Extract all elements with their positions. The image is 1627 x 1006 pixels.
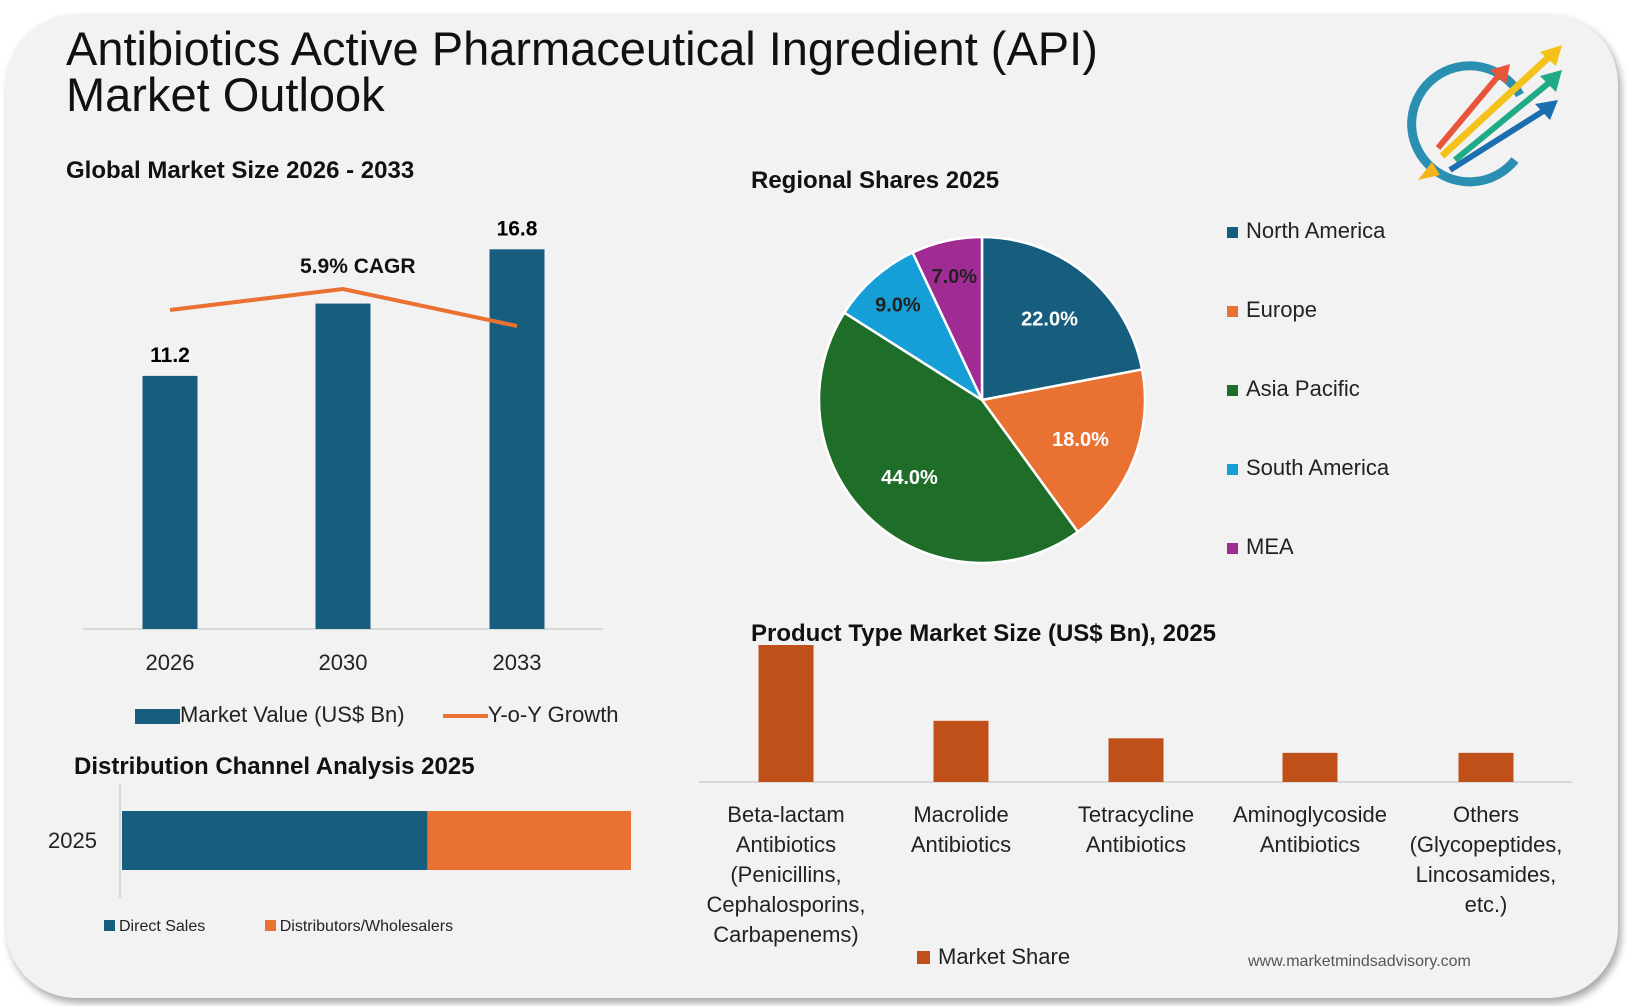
pie-label-north-america: 22.0% [1021, 308, 1078, 330]
x-tick-line: Carbapenems) [713, 922, 859, 947]
x-tick-line: Beta-lactam [727, 802, 845, 827]
pie-label-south-america: 9.0% [875, 295, 921, 317]
bar-2030 [315, 303, 371, 629]
website-label[interactable]: www.marketmindsadvisory.com [1248, 953, 1471, 970]
legend-label-direct: Direct Sales [119, 918, 206, 935]
pie-label-asia-pacific: 44.0% [881, 467, 938, 489]
bar-product-0 [758, 645, 814, 782]
data-label-2026: 11.2 [150, 344, 190, 367]
legend-swatch [1227, 543, 1238, 554]
market-size-legend: Market Value (US$ Bn) Y-o-Y Growth [135, 702, 619, 728]
pie-slice-mea [910, 235, 984, 401]
legend-label: MEA [1246, 534, 1294, 559]
distribution-legend: Direct Sales Distributors/Wholesalers [104, 918, 453, 936]
legend-label: Asia Pacific [1246, 376, 1360, 401]
legend-label-market-value: Market Value (US$ Bn) [180, 702, 405, 727]
legend-swatch-direct [104, 920, 115, 931]
legend-swatch-market-value [135, 708, 180, 724]
legend-label-market-share: Market Share [938, 944, 1071, 969]
x-tick-line: Cephalosporins, [706, 892, 866, 917]
x-tick-line: Tetracycline [1077, 802, 1195, 827]
legend-swatch [1227, 385, 1238, 396]
bar-segment-direct-sales [122, 811, 428, 870]
legend-item-europe: Europe [1227, 297, 1317, 323]
yoy-growth-line [169, 286, 518, 328]
market-size-title: Global Market Size 2026 - 2033 [66, 157, 415, 184]
product-title: Product Type Market Size (US$ Bn), 2025 [751, 620, 1217, 647]
x-tick-line: Antibiotics [1085, 832, 1187, 857]
pie-slice-north-america [980, 235, 1144, 402]
bar-2033 [489, 249, 545, 629]
page-title: Antibiotics Active Pharmaceutical Ingred… [66, 22, 1098, 121]
distribution-category: 2025 [48, 828, 97, 853]
x-tick-product-0: Beta-lactam Antibiotics (Penicillins, Cepha… [691, 800, 881, 950]
x-tick-line: Lincosamides, [1415, 862, 1557, 887]
pie-label-mea: 7.0% [931, 266, 977, 288]
legend-item-asia-pacific: Asia Pacific [1227, 376, 1360, 402]
bar-segment-distributors-wholesalers [427, 811, 631, 870]
title-line-1: Antibiotics Active Pharmaceutical Ingred… [66, 22, 1098, 75]
legend-label-distributors: Distributors/Wholesalers [279, 918, 454, 935]
bar-product-3 [1282, 752, 1338, 782]
x-tick-product-1: Macrolide Antibiotics [866, 800, 1056, 860]
bar-product-1 [933, 720, 989, 782]
x-tick-line: Aminoglycoside [1232, 802, 1388, 827]
x-tick-2033: 2033 [493, 650, 542, 675]
title-line-2: Market Outlook [66, 68, 385, 121]
x-tick-line: Macrolide [913, 802, 1009, 827]
pie-label-europe: 18.0% [1052, 429, 1109, 451]
legend-label: North America [1246, 218, 1386, 243]
legend-item-mea: MEA [1227, 534, 1294, 560]
x-tick-product-2: Tetracycline Antibiotics [1041, 800, 1231, 860]
x-tick-line: Antibiotics [735, 832, 837, 857]
legend-swatch-market-share [917, 951, 930, 964]
x-tick-product-3: Aminoglycoside Antibiotics [1215, 800, 1405, 860]
bar-product-4 [1458, 752, 1514, 782]
legend-item-south-america: South America [1227, 455, 1389, 481]
x-tick-line: Antibiotics [910, 832, 1012, 857]
legend-swatch-yoy [442, 714, 488, 719]
x-tick-product-4: Others (Glycopeptides, Lincosamides, etc.) [1391, 800, 1581, 920]
legend-label: South America [1246, 455, 1390, 480]
x-tick-line: (Penicillins, [730, 862, 842, 887]
legend-swatch [1227, 306, 1238, 317]
cagr-annotation: 5.9% CAGR [300, 255, 416, 278]
pie-slice-asia-pacific [817, 310, 1080, 565]
product-legend: Market Share [917, 944, 1070, 970]
distribution-title: Distribution Channel Analysis 2025 [74, 753, 475, 780]
x-tick-line: etc.) [1464, 892, 1508, 917]
legend-swatch [1227, 464, 1238, 475]
x-tick-line: Antibiotics [1259, 832, 1361, 857]
legend-item-north-america: North America [1227, 218, 1385, 244]
data-label-2033: 16.8 [497, 217, 538, 240]
legend-swatch-distributors [264, 920, 276, 931]
legend-label: Europe [1246, 297, 1317, 322]
pie-slice-south-america [842, 250, 985, 404]
x-tick-line: Others [1452, 802, 1520, 827]
bar-product-2 [1108, 738, 1164, 782]
x-tick-line: (Glycopeptides, [1409, 832, 1563, 857]
pie-slice-europe [979, 367, 1147, 534]
x-tick-2030: 2030 [319, 650, 368, 675]
x-tick-2026: 2026 [146, 650, 195, 675]
legend-label-yoy: Y-o-Y Growth [487, 702, 619, 727]
bar-2026 [142, 375, 198, 629]
regional-title: Regional Shares 2025 [751, 167, 1000, 194]
legend-swatch [1227, 227, 1238, 238]
